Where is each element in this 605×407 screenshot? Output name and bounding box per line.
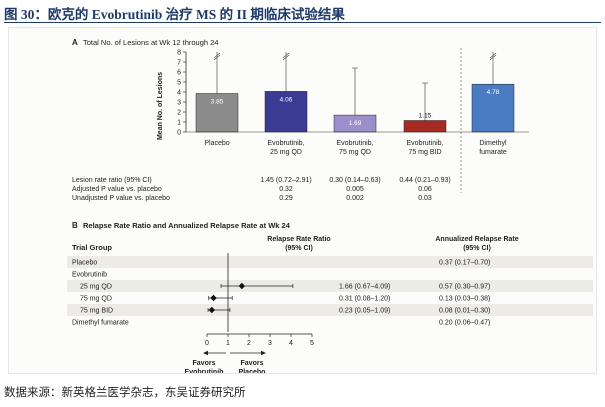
arr-header-line1: Annualized Relapse Rate [435, 236, 518, 243]
table-cell: 0.06 [418, 186, 432, 193]
panel-b-title: Relapse Rate Ratio and Annualized Relaps… [83, 221, 291, 230]
title-rule [4, 22, 601, 23]
y-tick-label: 7 [177, 60, 181, 67]
group-label: Dimethyl fumarate [72, 320, 129, 327]
group-label: 75 mg BID [80, 308, 113, 315]
bar-value-label: 1.15 [419, 113, 432, 120]
category-label: 75 mg BID [408, 149, 441, 156]
y-tick-label: 6 [177, 70, 181, 77]
table-cell: 1.45 (0.72–2.91) [260, 177, 311, 184]
category-label: Dimethyl [479, 140, 507, 147]
rr-value: 0.31 (0.08–1.20) [339, 296, 390, 303]
favors-left-label: Favors [193, 360, 216, 367]
group-label: 75 mg QD [80, 296, 112, 303]
favors-left-arrowhead [203, 350, 208, 356]
trial-group-header: Trial Group [72, 243, 112, 252]
favors-right-arrowhead [261, 350, 266, 356]
y-tick-label: 2 [177, 110, 181, 117]
y-tick-label: 3 [177, 100, 181, 107]
row-band [67, 304, 593, 316]
bar-value-label: 4.06 [280, 96, 293, 103]
break-mark [282, 54, 290, 61]
bar [195, 93, 239, 133]
row-band [67, 256, 593, 268]
table-cell: 0.32 [279, 186, 293, 193]
table-row-label: Lesion rate ratio (95% CI) [72, 177, 152, 184]
point-estimate [238, 282, 246, 290]
table-cell: 0.03 [418, 195, 432, 202]
table-cell: 0.30 (0.14–0.63) [329, 177, 380, 184]
bar-chart-group: 0 1 2 3 4 5 6 7 8 3.85 Placebo 4.06 Evobrutinib, 25 m… [72, 48, 529, 202]
category-label: 25 mg QD [270, 149, 302, 156]
category-label: Evobrutinib, [268, 140, 305, 147]
bar [403, 120, 447, 133]
source-note: 数据来源：新英格兰医学杂志，东吴证券研究所 [4, 385, 246, 399]
break-mark [213, 52, 221, 59]
bar [471, 83, 515, 133]
x-tick-label: 2 [247, 340, 251, 347]
table-row-label: Unadjusted P value vs. placebo [72, 195, 170, 202]
rr-header-line1: Relapse Rate Ratio [267, 236, 330, 243]
y-tick-label: 0 [177, 130, 181, 137]
table-cell: 0.002 [346, 195, 364, 202]
group-label: Evobrutinib [72, 272, 107, 279]
bar-value-label: 3.85 [211, 99, 224, 106]
arr-value: 0.13 (0.03–0.38) [439, 296, 490, 303]
rr-header-line2: (95% CI) [285, 245, 313, 252]
x-tick-label: 3 [268, 340, 272, 347]
y-tick-label: 8 [177, 50, 181, 57]
group-label: 25 mg QD [80, 284, 112, 291]
favors-right-label: Placebo [239, 369, 266, 373]
group-label: Placebo [72, 260, 97, 267]
rr-value: 0.23 (0.05–1.09) [339, 308, 390, 315]
category-label: 75 mg QD [339, 149, 371, 156]
figure-title: 图 30：欧克的 Evobrutinib 治疗 MS 的 II 期临床试验结果 [4, 7, 345, 22]
arr-value: 0.20 (0.06–0.47) [439, 320, 490, 327]
category-label: Evobrutinib, [407, 140, 444, 147]
break-mark [489, 52, 497, 59]
bar [264, 91, 308, 133]
figure-panel: A Total No. of Lesions at Wk 12 through … [8, 27, 597, 376]
break-mark [213, 54, 221, 61]
x-tick-label: 5 [310, 340, 314, 347]
panel-a-label: A [72, 38, 78, 47]
break-mark [282, 52, 290, 59]
table-cell: 0.29 [279, 195, 293, 202]
point-estimate [210, 294, 217, 302]
bar-value-label: 1.69 [349, 120, 362, 127]
y-axis-label: Mean No. of Lesions [157, 72, 164, 140]
table-cell: 0.44 (0.21–0.93) [399, 177, 450, 184]
table-cell: 0.005 [346, 186, 364, 193]
favors-left-label: Evobrutinib [185, 369, 224, 373]
rr-value: 1.66 (0.67–4.09) [339, 284, 390, 291]
favors-right-label: Favors [241, 360, 264, 367]
forest-plot-group: Placebo 0.37 (0.17–0.70) Evobrutinib 25 mg … [67, 253, 593, 376]
panel-a-title: Total No. of Lesions at Wk 12 through 24 [83, 38, 219, 47]
arr-value: 0.08 (0.01–0.30) [439, 308, 490, 315]
arr-value: 0.57 (0.30–0.97) [439, 284, 490, 291]
arr-header-line2: (95% CI) [463, 245, 491, 252]
break-mark [489, 54, 497, 61]
y-tick-label: 4 [177, 90, 181, 97]
row-band [67, 280, 593, 292]
category-label: fumarate [479, 149, 507, 156]
y-tick-label: 5 [177, 80, 181, 87]
x-tick-label: 4 [289, 340, 293, 347]
y-tick-label: 1 [177, 120, 181, 127]
bar-value-label: 4.78 [487, 89, 500, 96]
category-label: Evobrutinib, [337, 140, 374, 147]
x-tick-label: 1 [226, 340, 230, 347]
point-estimate [208, 306, 216, 314]
chart-figure: A Total No. of Lesions at Wk 12 through … [67, 38, 593, 376]
table-row-label: Adjusted P value vs. placebo [72, 186, 162, 193]
category-label: Placebo [204, 140, 229, 147]
arr-value: 0.37 (0.17–0.70) [439, 260, 490, 267]
x-tick-label: 0 [205, 340, 209, 347]
panel-b-label: B [72, 221, 78, 230]
